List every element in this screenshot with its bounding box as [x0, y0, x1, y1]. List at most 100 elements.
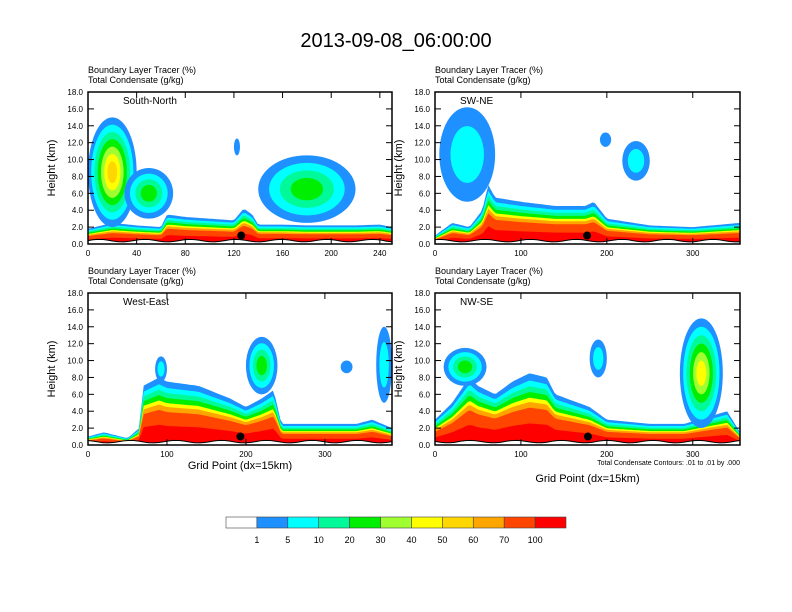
cloud-blob-1-level-4	[256, 356, 267, 376]
panel-subtitle: Total Condensate (g/kg)	[435, 75, 531, 85]
x-tick-label: 40	[132, 249, 141, 258]
colorbar-box-2	[287, 516, 320, 529]
panel-bottom-left: 0.0 2.0 4.0 6.0 8.0 10.0 12.0 14.0 16.0 18.0 0 100 2…	[46, 266, 393, 472]
colorbar-box-9	[503, 516, 536, 529]
x-tick-label: 200	[239, 450, 253, 459]
plot-frame	[434, 91, 741, 245]
panel-top-right: 0.0 2.0 4.0 6.0 8.0 10.0 12.0 14.0 16.0 18.0 0 100 2…	[393, 65, 741, 258]
plot-frame	[87, 91, 393, 245]
plot-area	[88, 117, 392, 244]
x-tick-label: 80	[181, 249, 190, 258]
y-tick-label: 6.0	[419, 189, 431, 198]
colorbar-box-6	[411, 516, 443, 529]
figure-title: 2013-09-08_06:00:00	[300, 30, 492, 52]
y-tick-label: 8.0	[72, 172, 84, 181]
x-axis-label: Grid Point (dx=15km)	[535, 473, 639, 485]
y-tick-label: 14.0	[67, 122, 83, 131]
plot-frame	[87, 292, 393, 446]
y-tick-label: 12.0	[414, 340, 430, 349]
colorbar: 1 5 10 20 30 40 50 60 70 100	[225, 516, 567, 545]
cloud-blob-0-level-2	[157, 361, 165, 377]
panel-label: SW-NE	[460, 96, 493, 107]
y-tick-label: 2.0	[72, 424, 84, 433]
terrain	[435, 238, 740, 244]
cloud-blob-3-level-2	[379, 341, 389, 388]
plot-area	[435, 318, 740, 445]
y-tick-label: 10.0	[414, 357, 430, 366]
y-tick-label: 16.0	[414, 105, 430, 114]
colorbar-label: 100	[528, 535, 543, 545]
terrain	[88, 439, 392, 445]
panel-label: NW-SE	[460, 297, 493, 308]
y-tick-label: 0.0	[72, 240, 84, 249]
x-tick-label: 300	[686, 249, 700, 258]
cloud-blob-2-level-1	[233, 138, 241, 156]
y-tick-label: 4.0	[419, 206, 431, 215]
y-tick-label: 6.0	[72, 189, 84, 198]
y-tick-label: 12.0	[67, 139, 83, 148]
y-tick-label: 18.0	[414, 88, 430, 97]
panel-bottom-right: 0.0 2.0 4.0 6.0 8.0 10.0 12.0 14.0 16.0 18.0 0 100 2…	[393, 266, 741, 485]
colorbar-label: 20	[345, 535, 355, 545]
cloud-blob-2-level-2	[627, 148, 645, 173]
y-tick-label: 2.0	[72, 223, 84, 232]
cloud-blob-2-level-1	[340, 360, 353, 374]
y-tick-label: 6.0	[419, 390, 431, 399]
colorbar-label: 50	[437, 535, 447, 545]
panel-subtitle: Boundary Layer Tracer (%)	[435, 266, 543, 276]
x-tick-label: 200	[600, 450, 614, 459]
y-tick-label: 4.0	[72, 206, 84, 215]
cloud-blob-1-level-1	[599, 132, 612, 147]
contour-footnote: Total Condensate Contours: .01 to .01 by…	[597, 460, 740, 467]
x-axis-label: Grid Point (dx=15km)	[188, 460, 292, 472]
y-tick-label: 10.0	[67, 357, 83, 366]
x-tick-label: 200	[325, 249, 339, 258]
panel-subtitle: Boundary Layer Tracer (%)	[88, 266, 196, 276]
x-tick-label: 200	[600, 249, 614, 258]
cloud-blob-0-level-4	[457, 360, 473, 374]
location-marker	[583, 432, 592, 441]
y-tick-label: 8.0	[419, 373, 431, 382]
x-tick-label: 160	[276, 249, 290, 258]
plot-area	[435, 107, 740, 244]
plot-frame	[434, 292, 741, 446]
panel-subtitle: Boundary Layer Tracer (%)	[435, 65, 543, 75]
x-tick-label: 0	[86, 450, 91, 459]
x-tick-label: 0	[86, 249, 91, 258]
y-tick-label: 16.0	[67, 306, 83, 315]
colorbar-box-1	[256, 516, 289, 529]
y-tick-label: 12.0	[414, 139, 430, 148]
location-marker	[583, 231, 592, 240]
y-tick-label: 10.0	[414, 156, 430, 165]
cloud-blob-3-level-4	[290, 177, 324, 201]
panel-label: South-North	[123, 96, 177, 107]
panel-subtitle: Total Condensate (g/kg)	[435, 276, 531, 286]
y-tick-label: 16.0	[414, 306, 430, 315]
panel-label: West-East	[123, 297, 169, 308]
y-tick-label: 4.0	[419, 407, 431, 416]
plot-area	[88, 326, 392, 445]
colorbar-label: 30	[376, 535, 386, 545]
y-axis-label: Height (km)	[46, 341, 58, 398]
location-marker	[237, 231, 246, 240]
panel-subtitle: Boundary Layer Tracer (%)	[88, 65, 196, 75]
x-tick-label: 0	[433, 450, 438, 459]
colorbar-label: 10	[314, 535, 324, 545]
y-tick-label: 18.0	[67, 289, 83, 298]
colorbar-box-10	[534, 516, 567, 529]
x-tick-label: 120	[227, 249, 241, 258]
colorbar-label: 40	[406, 535, 416, 545]
y-tick-label: 4.0	[72, 407, 84, 416]
y-axis-label: Height (km)	[46, 140, 58, 197]
y-tick-label: 18.0	[67, 88, 83, 97]
y-axis-label: Height (km)	[393, 140, 405, 197]
panel-subtitle: Total Condensate (g/kg)	[88, 75, 184, 85]
cloud-blob-2-level-6	[696, 360, 707, 386]
y-tick-label: 10.0	[67, 156, 83, 165]
y-tick-label: 8.0	[72, 373, 84, 382]
y-tick-label: 0.0	[72, 441, 84, 450]
x-tick-label: 300	[686, 450, 700, 459]
y-tick-label: 0.0	[419, 441, 431, 450]
colorbar-box-4	[349, 516, 381, 529]
